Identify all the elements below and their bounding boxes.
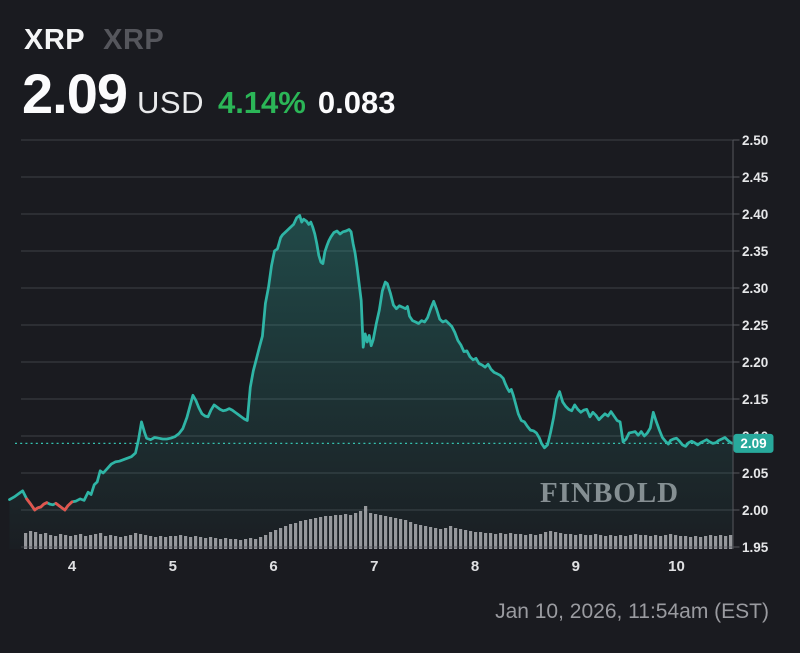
- svg-text:8: 8: [471, 558, 479, 575]
- svg-text:2.45: 2.45: [742, 170, 769, 185]
- price-value: 2.09: [22, 62, 128, 125]
- chart-timestamp: Jan 10, 2026, 11:54am (EST): [495, 600, 769, 623]
- svg-text:2.50: 2.50: [742, 133, 768, 148]
- svg-text:2.40: 2.40: [742, 207, 768, 222]
- svg-text:2.05: 2.05: [742, 466, 769, 481]
- svg-text:9: 9: [572, 558, 580, 575]
- price-line-down-segment: [54, 500, 74, 512]
- svg-text:10: 10: [668, 558, 685, 575]
- price-line: [8, 214, 735, 512]
- price-change-absolute: 0.083: [317, 85, 396, 120]
- svg-text:2.09: 2.09: [740, 436, 766, 451]
- svg-text:7: 7: [370, 558, 378, 575]
- asset-title-row: XRP XRP: [24, 24, 164, 57]
- price-change-percent: 4.14%: [217, 85, 306, 120]
- x-axis-labels: 4 5 6 7 8 9 10: [68, 558, 685, 575]
- price-line-down-segment: [25, 497, 49, 512]
- current-price-badge: 2.09: [733, 433, 774, 453]
- price-area: [9, 215, 733, 549]
- volume-bars: [24, 506, 733, 549]
- price-row: 2.09 USD 4.14% 0.083: [22, 66, 395, 122]
- svg-text:5: 5: [169, 558, 177, 575]
- svg-text:2.35: 2.35: [742, 244, 769, 259]
- svg-text:6: 6: [269, 558, 277, 575]
- asset-name: XRP: [103, 24, 165, 56]
- svg-text:4: 4: [68, 558, 77, 575]
- svg-text:2.30: 2.30: [742, 281, 768, 296]
- asset-symbol: XRP: [24, 24, 86, 56]
- y-axis-labels: 2.502.452.402.352.302.252.202.152.102.05…: [733, 133, 769, 555]
- svg-text:2.25: 2.25: [742, 318, 769, 333]
- svg-text:1.95: 1.95: [742, 540, 769, 555]
- svg-text:2.00: 2.00: [742, 503, 768, 518]
- svg-text:2.20: 2.20: [742, 355, 768, 370]
- svg-text:2.15: 2.15: [742, 392, 769, 407]
- price-currency: USD: [137, 85, 204, 120]
